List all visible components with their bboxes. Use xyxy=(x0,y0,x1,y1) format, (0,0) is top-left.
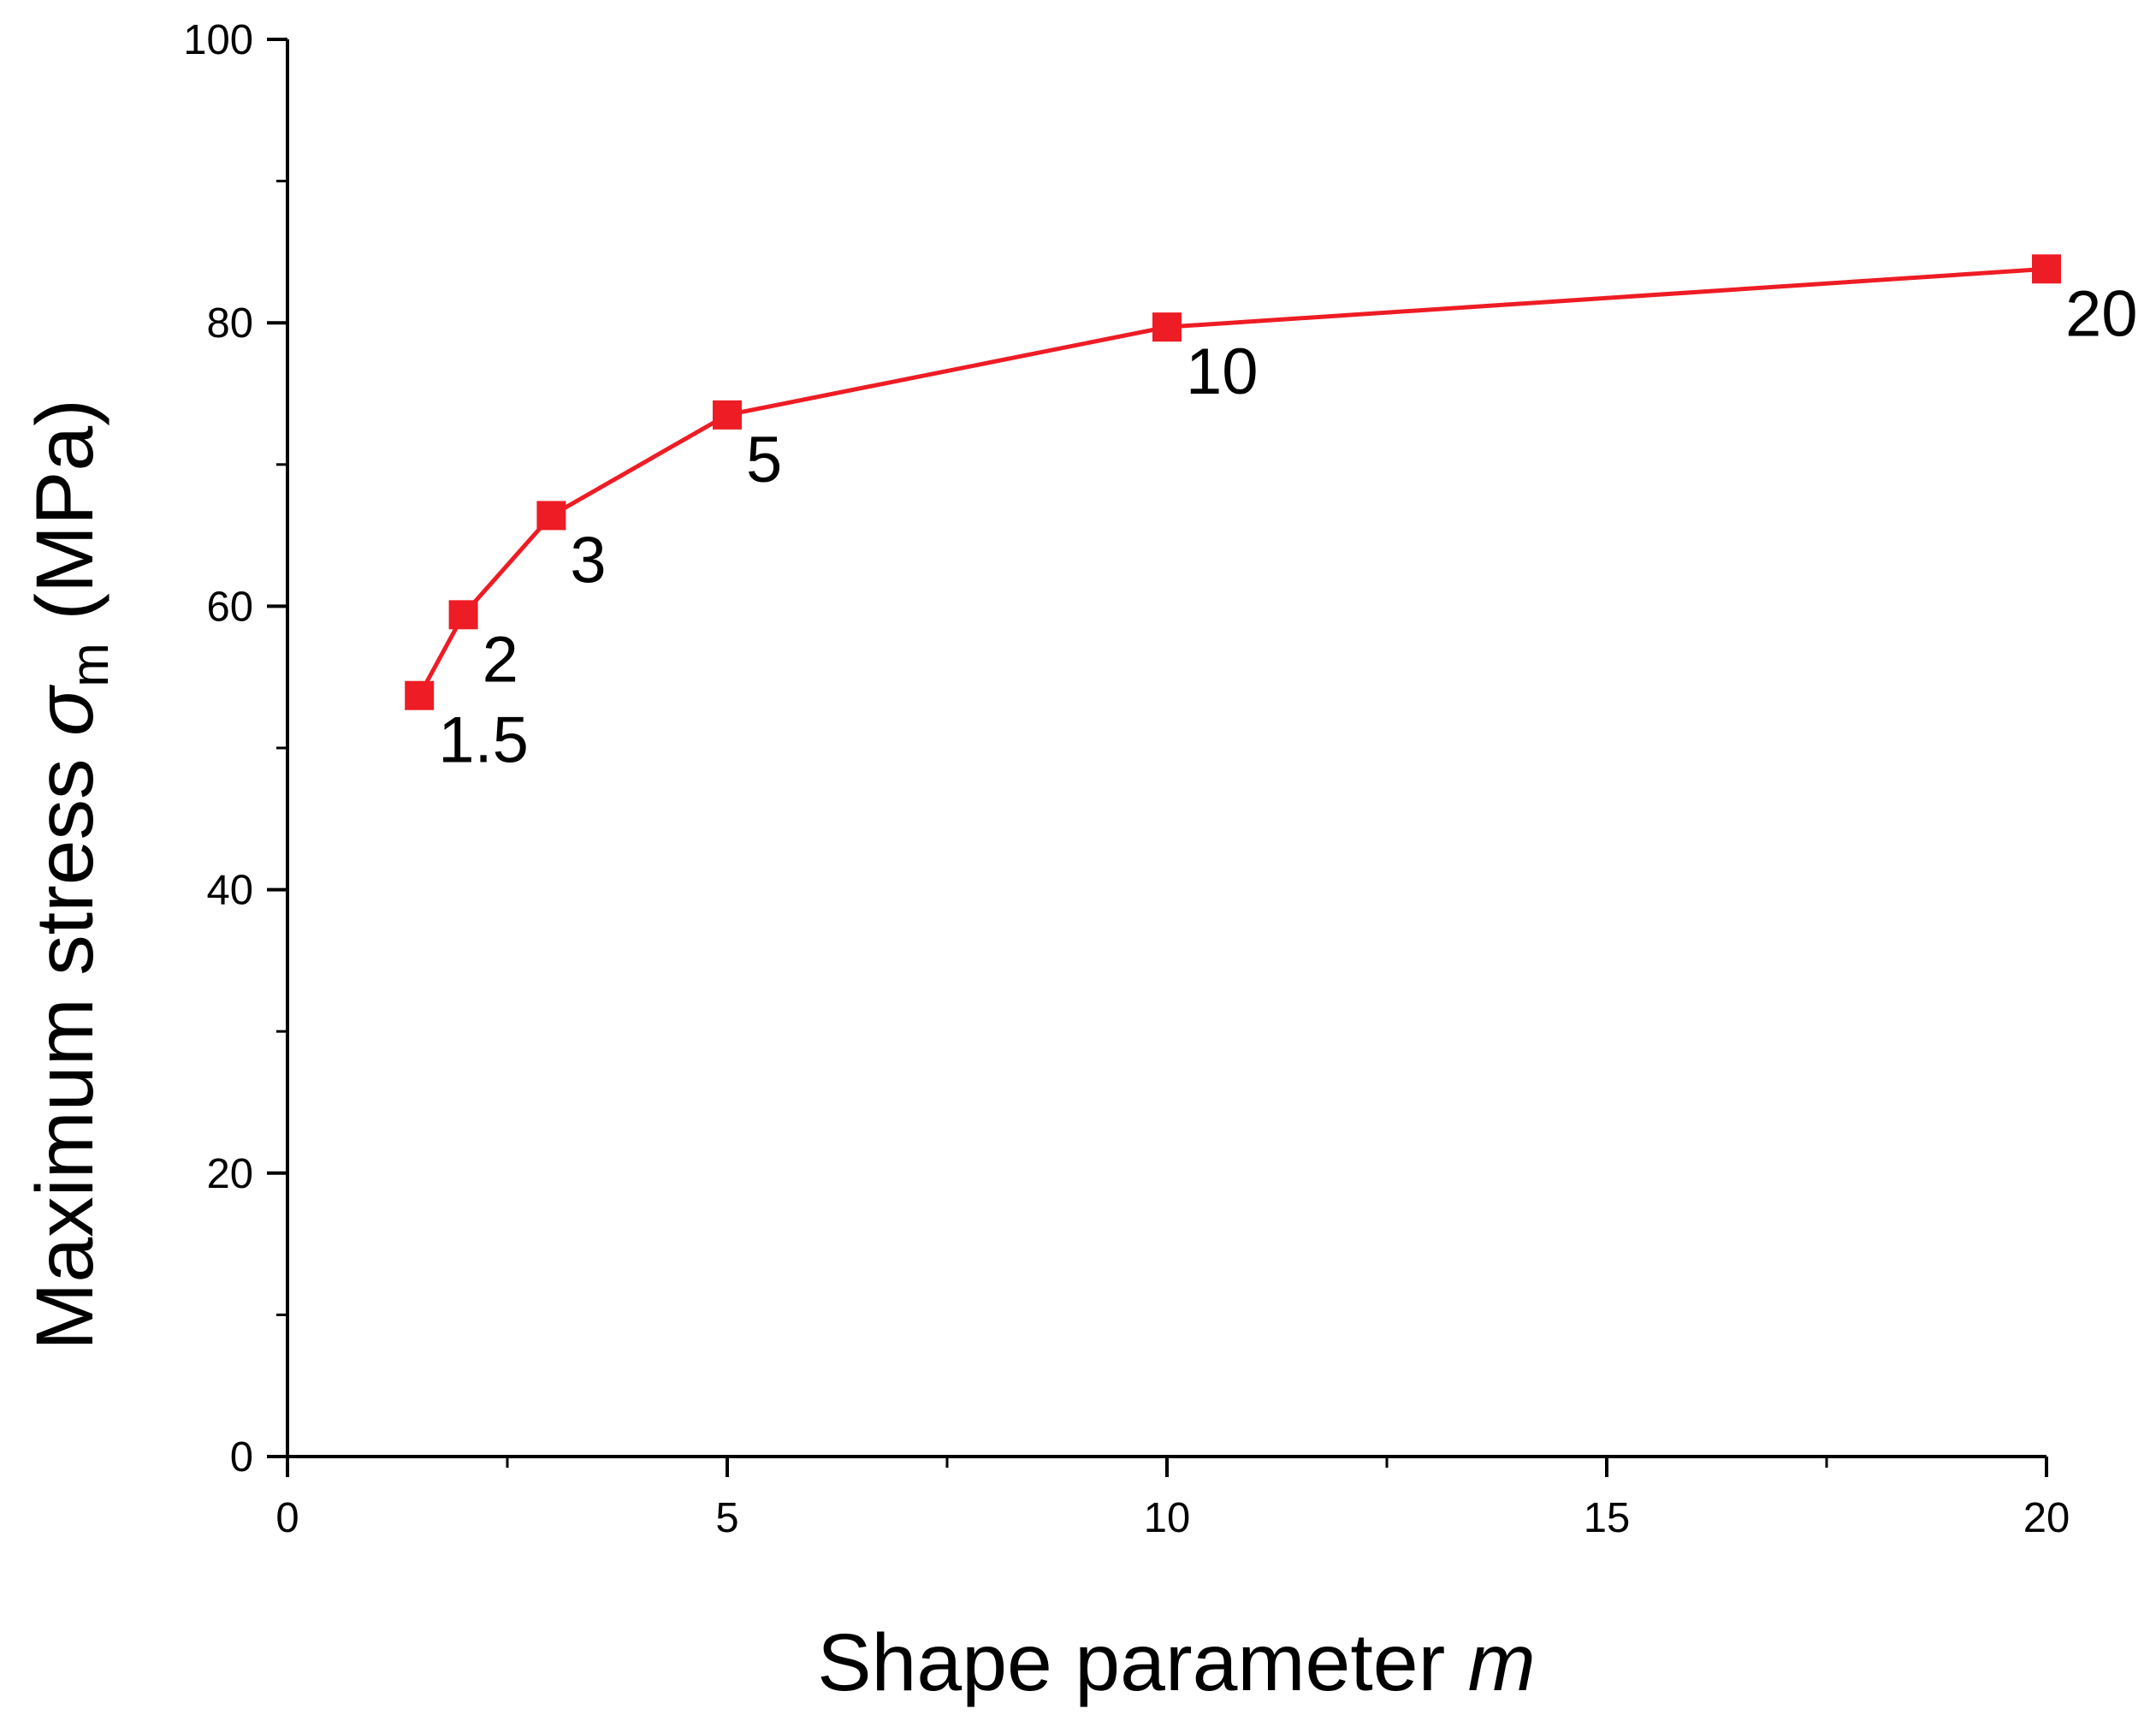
data-point-marker xyxy=(713,400,742,430)
data-point-label: 20 xyxy=(2065,277,2138,350)
y-tick-label: 20 xyxy=(206,1151,253,1197)
y-tick-label: 80 xyxy=(206,300,253,347)
y-tick-label: 100 xyxy=(183,17,253,63)
data-point-marker xyxy=(448,600,478,630)
y-tick-label: 40 xyxy=(206,868,253,914)
y-axis-label-variable: σ xyxy=(20,684,110,736)
x-tick-label: 10 xyxy=(1144,1495,1191,1541)
data-point-label: 1.5 xyxy=(438,704,529,777)
y-axis-label-text: Maximum stress xyxy=(20,758,110,1350)
series: 1.5 23 5 10 20 xyxy=(405,254,2138,777)
x-tick-label: 5 xyxy=(715,1495,738,1541)
y-axis-label-unit: (MPa) xyxy=(20,399,110,620)
y-tick-label: 60 xyxy=(206,584,253,630)
x-tick-label: 0 xyxy=(275,1495,299,1541)
data-point-label: 10 xyxy=(1186,335,1259,408)
x-axis-label-text: Shape parameter xyxy=(817,1617,1445,1708)
x-tick-label: 20 xyxy=(2023,1495,2070,1541)
y-axis-label-subscript: m xyxy=(61,643,120,687)
data-point-marker xyxy=(2032,254,2061,284)
data-point-marker xyxy=(536,501,566,531)
series-line xyxy=(418,266,2047,697)
ticks: 0 5 10 15 20 0 20 40 60 80 100 xyxy=(183,17,2070,1541)
x-axis-label-variable: m xyxy=(1468,1617,1536,1708)
data-point-marker xyxy=(1152,312,1182,342)
y-tick-label: 0 xyxy=(230,1434,253,1481)
data-point-label: 2 xyxy=(483,623,518,696)
data-point-label: 5 xyxy=(746,424,782,496)
x-axis-label: Shape parameter m xyxy=(817,1617,1536,1708)
y-axis-label: Maximum stress σm (MPa) xyxy=(20,399,126,1350)
data-point-marker xyxy=(405,680,435,710)
data-point-label: 3 xyxy=(570,524,606,596)
x-tick-label: 15 xyxy=(1584,1495,1631,1541)
axes xyxy=(286,39,2046,1458)
